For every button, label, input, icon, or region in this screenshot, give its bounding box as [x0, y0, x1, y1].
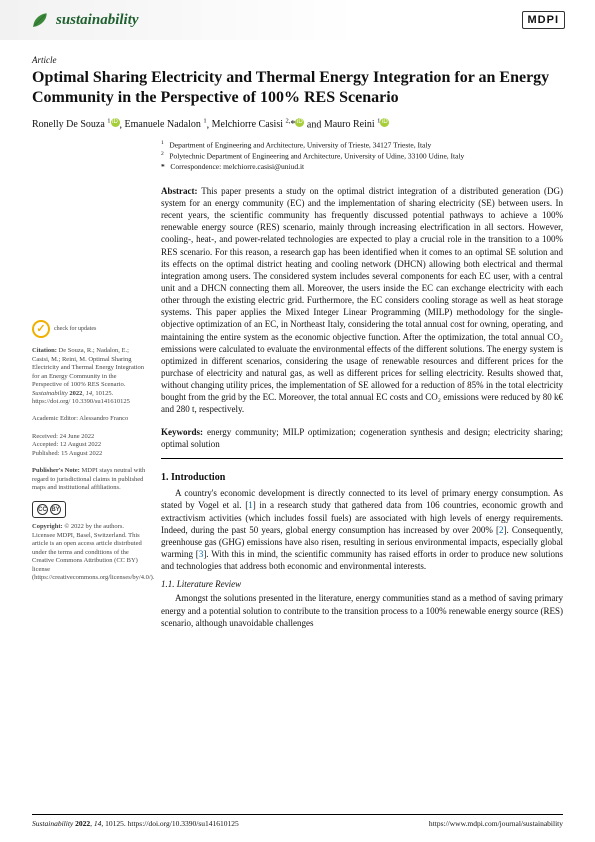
by-icon: BY [50, 504, 61, 515]
affiliations: 1 Department of Engineering and Architec… [161, 140, 563, 173]
cite-link[interactable]: 2 [499, 525, 504, 535]
footer-right[interactable]: https://www.mdpi.com/journal/sustainabil… [429, 819, 563, 828]
cc-by-badge: CC BY [32, 501, 66, 518]
article-title: Optimal Sharing Electricity and Thermal … [32, 68, 563, 108]
orcid-icon: iD [380, 118, 389, 127]
publisher-note: Publisher's Note: MDPI stays neutral wit… [32, 467, 146, 492]
keywords: Keywords: energy community; MILP optimiz… [161, 426, 563, 450]
main-column: 1 Department of Engineering and Architec… [161, 140, 563, 631]
editor-block: Academic Editor: Alessandro Franco [32, 415, 146, 423]
journal-name: sustainability [56, 12, 139, 29]
author: Mauro Reini 1iD [324, 119, 390, 130]
publisher-logo: MDPI [522, 11, 566, 29]
orcid-icon: iD [111, 118, 120, 127]
abstract: Abstract: This paper presents a study on… [161, 185, 563, 416]
check-updates-icon: ✓ [32, 320, 50, 338]
affiliation: 2 Polytechnic Department of Engineering … [161, 151, 563, 162]
affiliation: 1 Department of Engineering and Architec… [161, 140, 563, 151]
authors-line: Ronelly De Souza 1iD, Emanuele Nadalon 1… [32, 118, 563, 130]
paragraph: Amongst the solutions presented in the l… [161, 592, 563, 628]
footer-left: Sustainability 2022, 14, 10125. https://… [32, 819, 239, 828]
check-for-updates[interactable]: ✓ check for updates [32, 320, 146, 338]
cite-link[interactable]: 1 [248, 500, 253, 510]
citation-block: Citation: De Souza, R.; Nadalon, E.; Cas… [32, 347, 146, 406]
dates-block: Received: 24 June 2022Accepted: 12 Augus… [32, 433, 146, 458]
cite-link[interactable]: 3 [199, 549, 204, 559]
section-heading: 1. Introduction [161, 471, 563, 485]
page-footer: Sustainability 2022, 14, 10125. https://… [32, 814, 563, 828]
orcid-icon: iD [295, 118, 304, 127]
correspondence: * Correspondence: melchiorre.casisi@uniu… [161, 162, 563, 173]
journal-brand: sustainability [30, 10, 139, 30]
copyright-block: Copyright: © 2022 by the authors. Licens… [32, 523, 146, 582]
author: Melchiorre Casisi 2,*iD [212, 119, 305, 130]
sidebar: ✓ check for updates Citation: De Souza, … [32, 140, 146, 631]
subsection-heading: 1.1. Literature Review [161, 578, 563, 590]
author: Ronelly De Souza 1iD [32, 119, 120, 130]
leaf-icon [30, 10, 50, 30]
cc-icon: CC [37, 504, 48, 515]
journal-header: sustainability MDPI [0, 0, 595, 40]
section-divider [161, 458, 563, 459]
paragraph: A country's economic development is dire… [161, 487, 563, 572]
article-type: Article [32, 55, 563, 65]
author: Emanuele Nadalon 1 [125, 119, 207, 130]
check-updates-label: check for updates [54, 326, 96, 332]
